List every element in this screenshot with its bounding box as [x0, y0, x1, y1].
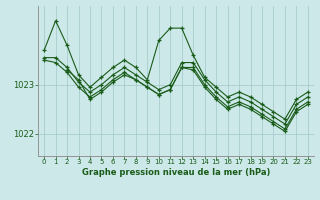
X-axis label: Graphe pression niveau de la mer (hPa): Graphe pression niveau de la mer (hPa): [82, 168, 270, 177]
